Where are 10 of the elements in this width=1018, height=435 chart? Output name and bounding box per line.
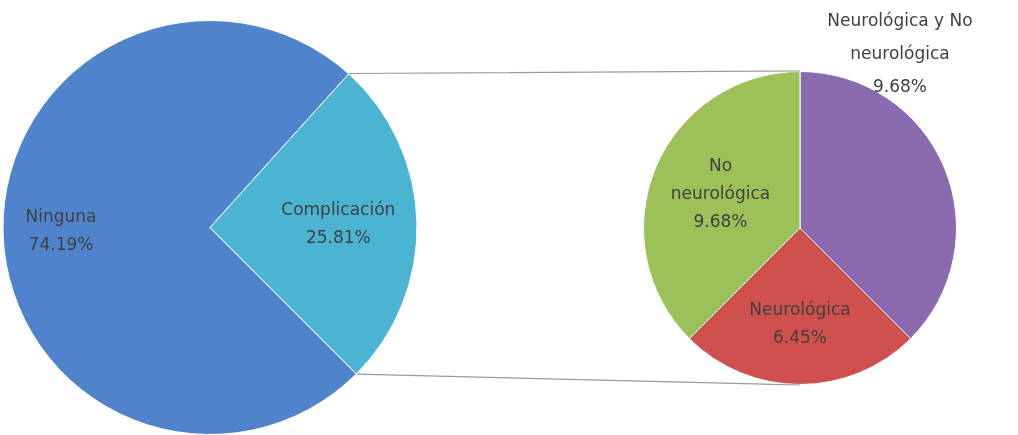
data-label: 9.68%	[693, 211, 748, 232]
data-label: 6.45%	[772, 327, 828, 348]
slice-label: Ninguna	[25, 205, 97, 226]
slice-label: Neurológica	[749, 299, 851, 320]
data-label: 74.19%	[28, 233, 94, 254]
data-label: 9.68%	[872, 76, 928, 97]
slice-label: Complicación	[281, 198, 396, 219]
slice-label: No neurológica	[670, 155, 771, 204]
slice-label: Neurológica y No neurológica	[827, 10, 973, 64]
data-label: 25.81%	[305, 226, 371, 247]
